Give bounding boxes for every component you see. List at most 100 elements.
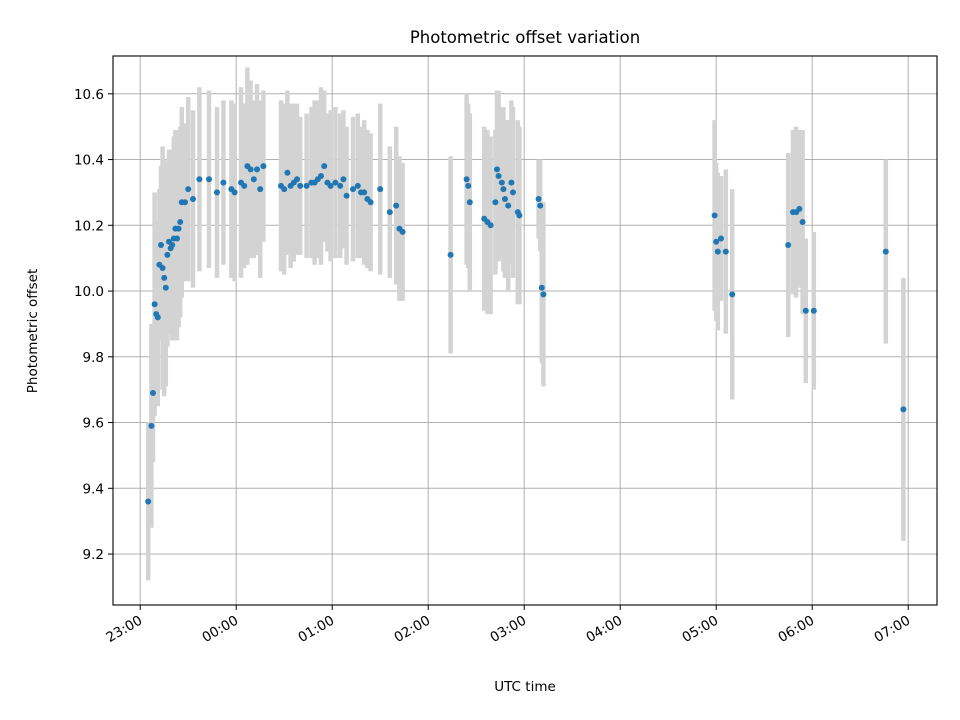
y-tick-label: 10.0	[74, 284, 104, 300]
data-point	[882, 248, 889, 255]
x-tick-label: 06:00	[776, 613, 818, 646]
data-point	[190, 196, 196, 203]
data-point	[164, 251, 171, 258]
data-point	[500, 186, 507, 193]
data-point	[297, 182, 304, 189]
data-point	[250, 176, 257, 183]
y-tick-label: 10.6	[74, 87, 104, 103]
data-point	[447, 251, 454, 258]
x-tick-label: 04:00	[584, 613, 626, 646]
data-point	[393, 202, 400, 209]
data-point	[174, 235, 180, 242]
data-point	[900, 406, 907, 413]
data-point	[332, 179, 339, 186]
data-point	[729, 291, 736, 298]
y-tick-label: 10.2	[74, 218, 104, 234]
data-point	[399, 228, 406, 235]
data-point	[718, 235, 724, 242]
data-point	[294, 176, 300, 183]
data-point	[377, 186, 384, 193]
data-point	[254, 166, 260, 173]
data-point	[516, 212, 523, 219]
data-point	[343, 192, 350, 199]
data-point	[175, 225, 182, 232]
data-point	[169, 242, 176, 249]
data-point	[350, 186, 356, 193]
grid-lines	[113, 56, 937, 605]
data-point	[196, 176, 203, 183]
data-point	[327, 182, 334, 189]
data-point	[318, 172, 324, 179]
data-point	[260, 163, 267, 170]
data-point	[492, 199, 499, 206]
data-point	[151, 301, 158, 308]
data-point	[711, 212, 718, 219]
x-tick-label: 23:00	[104, 613, 146, 646]
y-axis: 9.2 9.4 9.6 9.8 10.0 10.2 10.4 10.6	[74, 87, 113, 563]
data-point	[386, 209, 393, 216]
data-point	[498, 179, 505, 186]
y-tick-label: 9.6	[83, 416, 104, 432]
data-point	[162, 284, 169, 291]
data-point	[466, 199, 473, 206]
data-point	[535, 196, 542, 203]
data-point	[340, 176, 347, 183]
x-axis: 23:00 00:00 01:00 02:00 03:00 04:00 05:00 06:00…	[104, 605, 913, 646]
x-axis-label: UTC time	[494, 679, 556, 695]
data-point	[145, 498, 152, 505]
y-tick-label: 9.4	[83, 481, 104, 497]
y-tick-label: 9.2	[83, 547, 104, 563]
x-tick-label: 05:00	[680, 613, 722, 646]
data-point	[463, 176, 470, 183]
data-point	[802, 307, 809, 314]
data-point	[231, 189, 238, 196]
data-point	[284, 169, 291, 176]
data-point	[159, 265, 166, 272]
x-tick-label: 03:00	[488, 613, 530, 646]
data-point	[540, 291, 547, 298]
y-axis-label: Photometric offset	[25, 269, 41, 393]
data-points	[145, 163, 907, 505]
data-point	[177, 219, 184, 226]
y-tick-label: 10.4	[74, 153, 104, 169]
error-bars	[145, 67, 906, 581]
data-point	[502, 196, 508, 203]
data-point	[785, 242, 792, 249]
data-point	[810, 307, 817, 314]
data-point	[537, 202, 544, 209]
data-point	[241, 182, 248, 189]
data-point	[538, 284, 545, 291]
data-point	[148, 422, 155, 429]
data-point	[495, 172, 502, 179]
data-point	[303, 182, 310, 189]
data-point	[361, 189, 368, 196]
x-tick-label: 01:00	[296, 613, 338, 646]
data-point	[722, 248, 729, 255]
data-point	[799, 219, 806, 226]
data-point	[161, 274, 168, 281]
data-point	[337, 182, 344, 189]
data-point	[465, 182, 472, 189]
x-tick-label: 00:00	[200, 613, 242, 646]
chart-title: Photometric offset variation	[410, 28, 640, 47]
data-point	[354, 182, 361, 189]
data-point	[321, 163, 328, 170]
data-point	[257, 186, 264, 193]
data-point	[247, 166, 254, 173]
plot-frame	[112, 55, 938, 606]
y-tick-label: 9.8	[83, 350, 104, 366]
data-point	[494, 166, 500, 173]
data-point	[220, 179, 227, 186]
data-point	[214, 189, 220, 196]
data-point	[487, 222, 494, 229]
data-point	[206, 176, 212, 183]
data-point	[510, 189, 516, 196]
data-point	[158, 242, 164, 249]
data-point	[714, 248, 721, 255]
data-point	[154, 314, 161, 321]
data-point	[508, 179, 515, 186]
data-point	[367, 199, 374, 206]
x-tick-label: 02:00	[392, 613, 434, 646]
data-point	[796, 205, 803, 212]
